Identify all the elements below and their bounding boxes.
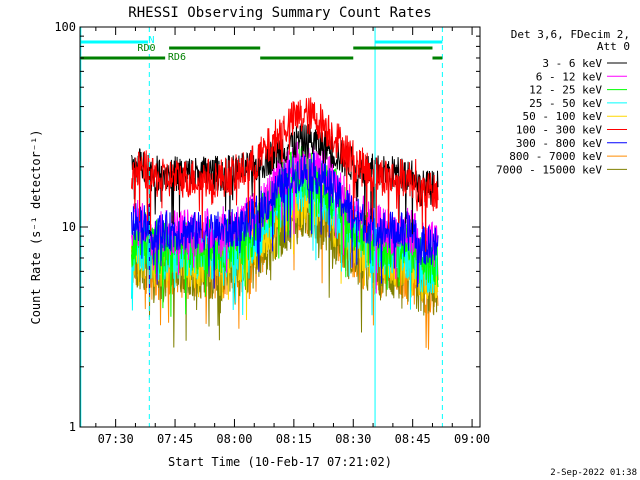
x-axis: 07:30 07:45 08:00 08:15 08:30 08:45 09:00 [95,27,490,446]
legend-header-line-1: Det 3,6, FDecim 2, [511,28,630,41]
y-axis: 1 10 100 [54,20,480,434]
legend-entry-label: 7000 - 15000 keV [496,163,602,176]
x-tick-label: 08:00 [216,432,252,446]
legend-header-line-2: Att 0 [597,40,630,53]
legend-entry-label: 100 - 300 keV [516,124,602,137]
legend-entry-label: 6 - 12 keV [536,70,603,83]
legend-entry-label: 300 - 800 keV [516,137,602,150]
x-tick-label: 08:30 [335,432,371,446]
chart-title: RHESSI Observing Summary Count Rates [128,5,431,21]
x-tick-label: 08:45 [395,432,431,446]
flag-label: N [149,35,155,46]
x-tick-label: 07:45 [157,432,193,446]
y-axis-label: Count Rate (s⁻¹ detector⁻¹) [29,129,43,324]
legend-entry-label: 12 - 25 keV [529,84,602,97]
data-traces [131,97,439,350]
x-tick-label: 07:30 [98,432,134,446]
legend-entry-label: 25 - 50 keV [529,97,602,110]
series-trace-6 [131,152,439,295]
x-tick-label: 08:15 [276,432,312,446]
footer-date: 2-Sep-2022 01:38 [550,468,637,478]
y-tick-label: 100 [54,20,76,34]
flag-label: RD0 [137,43,155,54]
y-tick-label: 10 [62,220,76,234]
vertical-markers [80,27,443,427]
x-axis-label: Start Time (10-Feb-17 07:21:02) [168,455,392,469]
y-tick-label: 1 [69,420,76,434]
series-trace-5 [131,97,439,252]
x-tick-label: 09:00 [454,432,490,446]
legend-entry-label: 50 - 100 keV [523,110,603,123]
legend-entry-label: 3 - 6 keV [542,57,602,70]
legend-entry-label: 800 - 7000 keV [509,150,602,163]
flag-label: RD6 [168,52,186,63]
